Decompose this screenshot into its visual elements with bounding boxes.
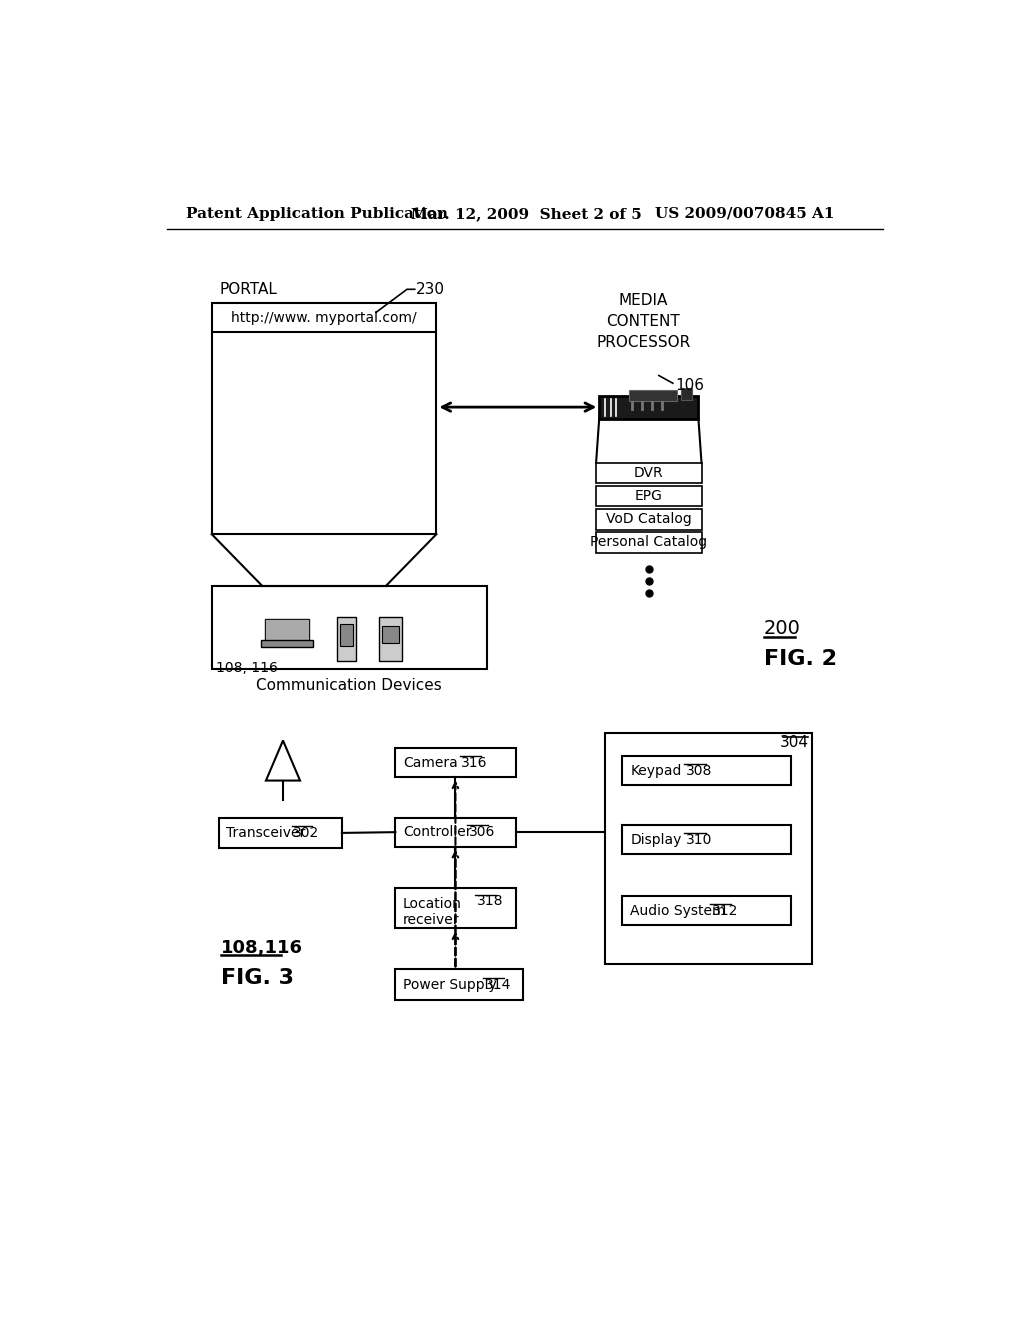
Bar	[623, 896, 792, 925]
Bar	[623, 756, 792, 785]
Bar	[629, 391, 677, 401]
Bar	[265, 619, 308, 644]
Text: DVR: DVR	[634, 466, 664, 480]
Bar	[260, 640, 313, 647]
Bar	[212, 586, 486, 669]
Text: 106: 106	[675, 378, 705, 393]
Bar	[379, 616, 402, 661]
Text: 308: 308	[686, 763, 713, 777]
Text: VoD Catalog: VoD Catalog	[606, 512, 691, 527]
Bar	[599, 396, 698, 418]
Text: Location
receiver: Location receiver	[403, 898, 462, 928]
Text: Audio System: Audio System	[630, 904, 726, 917]
Text: EPG: EPG	[635, 488, 663, 503]
Text: 230: 230	[417, 281, 445, 297]
Bar	[395, 748, 515, 777]
Polygon shape	[266, 741, 300, 780]
Bar	[681, 388, 692, 400]
Text: Personal Catalog: Personal Catalog	[590, 535, 708, 549]
Text: 316: 316	[461, 756, 487, 770]
Bar	[604, 733, 812, 964]
Bar	[395, 888, 515, 928]
Text: 312: 312	[712, 904, 738, 917]
Bar	[596, 462, 701, 483]
Text: Transceiver: Transceiver	[225, 826, 305, 840]
Text: 108, 116: 108, 116	[216, 661, 279, 676]
Text: 302: 302	[293, 826, 319, 840]
Bar	[212, 304, 436, 535]
Bar	[337, 616, 356, 661]
Text: 200: 200	[764, 619, 801, 638]
Text: Patent Application Publication: Patent Application Publication	[186, 207, 449, 220]
Bar	[596, 486, 701, 507]
Bar	[596, 532, 701, 553]
Text: Camera: Camera	[403, 756, 458, 770]
Bar	[395, 817, 515, 847]
Text: MEDIA
CONTENT
PROCESSOR: MEDIA CONTENT PROCESSOR	[596, 293, 690, 350]
Text: 304: 304	[779, 735, 809, 750]
Text: 318: 318	[477, 894, 503, 908]
Bar	[219, 817, 342, 849]
Text: FIG. 2: FIG. 2	[764, 649, 837, 669]
Bar	[382, 626, 399, 643]
Bar	[596, 508, 701, 529]
Bar	[623, 825, 792, 854]
Bar	[395, 969, 523, 1001]
Bar	[340, 624, 352, 645]
Text: US 2009/0070845 A1: US 2009/0070845 A1	[655, 207, 835, 220]
Text: 108,116: 108,116	[221, 940, 303, 957]
Text: 314: 314	[484, 978, 511, 991]
Text: http://www. myportal.com/: http://www. myportal.com/	[231, 310, 417, 325]
Text: Power Supply: Power Supply	[403, 978, 497, 991]
Text: PORTAL: PORTAL	[219, 281, 278, 297]
Text: 306: 306	[469, 825, 496, 840]
Bar	[265, 619, 308, 644]
Text: Mar. 12, 2009  Sheet 2 of 5: Mar. 12, 2009 Sheet 2 of 5	[411, 207, 642, 220]
Text: Display: Display	[630, 833, 682, 847]
Text: Controller: Controller	[403, 825, 472, 840]
Text: 310: 310	[686, 833, 713, 847]
Text: Keypad: Keypad	[630, 763, 682, 777]
Text: Communication Devices: Communication Devices	[256, 678, 442, 693]
Text: FIG. 3: FIG. 3	[221, 968, 294, 987]
